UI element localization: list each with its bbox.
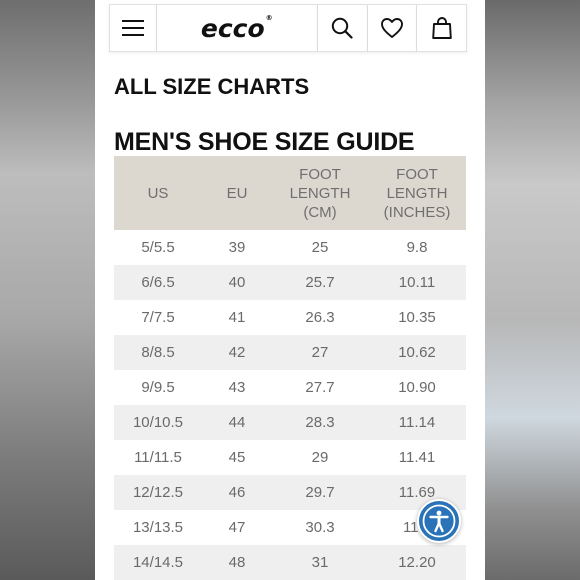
table-row: 14/14.5 48 31 12.20 [114, 545, 466, 580]
cell-cm: 30.3 [305, 519, 335, 536]
cell-cm: 26.3 [305, 309, 335, 326]
table-row: 10/10.5 44 28.3 11.14 [114, 405, 466, 440]
cell-inches: 11.14 [368, 405, 466, 440]
cell-us: 9/9.5 [141, 379, 175, 396]
accessibility-button[interactable] [417, 499, 461, 543]
cell-inches: 11.41 [398, 449, 436, 466]
cell-cm: 25 [311, 239, 329, 256]
column-header-foot-length-cm: FOOT LENGTH (CM) [272, 156, 368, 230]
column-header-us: US [114, 156, 202, 230]
blurred-background-left [0, 0, 95, 580]
cell-us: 10/10.5 [114, 405, 202, 440]
page-heading: ALL SIZE CHARTS [114, 74, 310, 99]
ecco-logo-link[interactable]: ecco® [156, 4, 318, 52]
cell-us: 12/12.5 [114, 475, 202, 510]
cell-inches: 12.20 [368, 545, 466, 580]
shopping-bag-button[interactable] [417, 4, 467, 52]
cell-us: 7/7.5 [141, 309, 175, 326]
cell-cm: 27 [272, 335, 368, 370]
cell-cm: 27.7 [305, 379, 335, 396]
cell-us: 6/6.5 [114, 265, 202, 300]
cell-eu: 44 [202, 405, 272, 440]
ecco-logo: ecco® [200, 13, 273, 43]
cell-cm: 28.3 [272, 405, 368, 440]
cell-inches: 10.90 [398, 379, 436, 396]
cell-us: 5/5.5 [141, 239, 175, 256]
phone-screen: ecco® ALL SIZE CHARTS MEN'S SHOE SIZE GU… [95, 0, 485, 580]
hamburger-menu-icon [121, 20, 144, 36]
search-button[interactable] [317, 4, 368, 52]
cell-eu: 45 [228, 449, 246, 466]
table-row: 8/8.5 42 27 10.62 [114, 335, 466, 370]
cell-inches: 9.8 [406, 239, 428, 256]
table-row: 9/9.5 43 27.7 10.90 [114, 370, 466, 405]
cell-cm: 31 [272, 545, 368, 580]
column-header-eu: EU [202, 156, 272, 230]
menu-button[interactable] [109, 4, 157, 52]
accessibility-icon [422, 504, 456, 538]
cell-cm: 29 [311, 449, 329, 466]
shopping-bag-icon [431, 17, 452, 39]
table-header-row: US EU FOOT LENGTH (CM) FOOT LENGTH (INCH… [114, 156, 466, 230]
cell-eu: 43 [228, 379, 246, 396]
search-icon [331, 17, 353, 39]
cell-inches: 10.35 [398, 309, 436, 326]
cell-eu: 48 [202, 545, 272, 580]
heart-icon [380, 18, 403, 38]
table-row: 5/5.5 39 25 9.8 [114, 230, 466, 265]
table-row: 7/7.5 41 26.3 10.35 [114, 300, 466, 335]
cell-eu: 39 [228, 239, 246, 256]
cell-cm: 29.7 [272, 475, 368, 510]
cell-us: 13/13.5 [132, 519, 184, 536]
cell-us: 11/11.5 [134, 449, 182, 466]
cell-inches: 10.62 [368, 335, 466, 370]
table-row: 11/11.5 45 29 11.41 [114, 440, 466, 475]
cell-cm: 25.7 [272, 265, 368, 300]
cell-eu: 46 [202, 475, 272, 510]
size-guide-title: MEN'S SHOE SIZE GUIDE [114, 128, 415, 156]
cell-us: 14/14.5 [114, 545, 202, 580]
size-chart-table: US EU FOOT LENGTH (CM) FOOT LENGTH (INCH… [114, 156, 466, 580]
cell-inches: 10.11 [368, 265, 466, 300]
blurred-background-right [485, 0, 580, 580]
table-row: 6/6.5 40 25.7 10.11 [114, 265, 466, 300]
site-header: ecco® [109, 4, 467, 52]
table-row: 12/12.5 46 29.7 11.69 [114, 475, 466, 510]
cell-us: 8/8.5 [114, 335, 202, 370]
cell-eu: 40 [202, 265, 272, 300]
column-header-foot-length-inches: FOOT LENGTH (INCHES) [368, 156, 466, 230]
cell-eu: 42 [202, 335, 272, 370]
cell-eu: 41 [228, 309, 246, 326]
cell-eu: 47 [228, 519, 246, 536]
wishlist-button[interactable] [367, 4, 418, 52]
